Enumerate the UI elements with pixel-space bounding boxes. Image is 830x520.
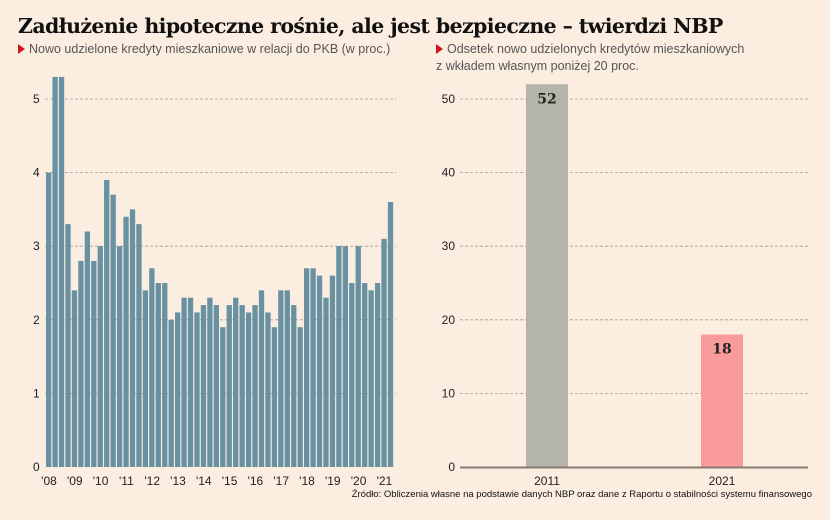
bar <box>200 305 207 467</box>
bar <box>220 327 226 467</box>
x-tick-label: '12 <box>144 474 160 488</box>
bar <box>46 172 52 467</box>
bar <box>291 305 297 467</box>
triangle-marker-icon <box>18 44 25 54</box>
bar-2011 <box>526 84 568 467</box>
bar <box>129 209 136 467</box>
right-chart-subtitle: Odsetek nowo udzielonych kredytów mieszk… <box>436 41 766 75</box>
bar <box>368 290 374 467</box>
bar <box>245 312 252 467</box>
bar <box>362 283 368 467</box>
bar <box>323 297 329 467</box>
bar <box>84 231 90 467</box>
y-tick-label: 4 <box>33 166 40 180</box>
source-note: Źródło: Obliczenia własne na podstawie d… <box>351 489 812 500</box>
data-label: 52 <box>537 91 556 107</box>
bar <box>149 268 155 467</box>
bar <box>387 202 394 468</box>
bar <box>207 297 213 467</box>
triangle-marker-icon <box>436 44 443 54</box>
x-tick-label: '10 <box>93 474 109 488</box>
y-tick-label: 20 <box>442 313 456 327</box>
bar <box>78 260 84 467</box>
x-tick-label: '09 <box>67 474 83 488</box>
bar <box>65 224 71 467</box>
x-tick-label: '08 <box>41 474 57 488</box>
bar <box>329 275 336 467</box>
bar <box>226 305 232 467</box>
bar <box>310 268 316 467</box>
y-tick-label: 5 <box>33 92 40 106</box>
right-chart: 0 10 20 30 40 50 52 2011 18 2021 <box>442 84 808 488</box>
bar <box>349 283 355 467</box>
bar <box>181 297 187 467</box>
bar <box>239 305 245 467</box>
bar <box>271 327 278 467</box>
bar <box>336 246 342 467</box>
bar <box>91 260 97 467</box>
y-tick-label: 3 <box>33 239 40 253</box>
bar <box>374 283 381 467</box>
y-tick-label: 10 <box>442 386 456 400</box>
bar <box>168 319 174 467</box>
bar <box>381 238 387 467</box>
bar <box>265 312 271 467</box>
bar <box>284 290 290 467</box>
left-chart-subtitle-text: Nowo udzielone kredyty mieszkaniowe w re… <box>29 42 391 56</box>
bar <box>342 246 348 467</box>
x-tick-label: '16 <box>248 474 264 488</box>
bar <box>175 312 181 467</box>
bar <box>71 290 78 467</box>
bar <box>355 246 361 467</box>
y-tick-label: 0 <box>33 460 40 474</box>
x-tick-label: '21 <box>377 474 393 488</box>
x-tick-label: '14 <box>196 474 212 488</box>
bar <box>155 283 161 467</box>
x-tick-label: '15 <box>222 474 238 488</box>
y-tick-label: 40 <box>442 166 456 180</box>
bar <box>123 216 129 467</box>
y-tick-label: 0 <box>448 460 455 474</box>
bar <box>194 312 200 467</box>
right-chart-subtitle-line2: z wkładem własnym poniżej 20 proc. <box>436 59 639 73</box>
left-chart: 0 1 2 3 4 5 '08 '09 '10 '11 '12 '13 '14 '15 '16 '17 '18 '… <box>33 76 396 488</box>
x-tick-label: '20 <box>351 474 367 488</box>
x-tick-label: '17 <box>273 474 289 488</box>
x-tick-label: '19 <box>325 474 341 488</box>
x-tick-label: '11 <box>119 474 134 488</box>
bar <box>142 290 149 467</box>
right-chart-subtitle-line1: Odsetek nowo udzielonych kredytów mieszk… <box>447 42 745 56</box>
chart-title: Zadłużenie hipoteczne rośnie, ale jest b… <box>18 14 723 38</box>
bar <box>110 194 116 467</box>
bar <box>97 246 103 467</box>
y-tick-label: 30 <box>442 239 456 253</box>
data-label: 18 <box>712 342 731 358</box>
y-tick-label: 50 <box>442 92 456 106</box>
x-tick-label: 2021 <box>709 474 736 488</box>
y-tick-label: 2 <box>33 313 40 327</box>
x-tick-label: '13 <box>170 474 186 488</box>
bar <box>116 246 123 467</box>
x-tick-label: '18 <box>299 474 315 488</box>
bar <box>213 305 219 467</box>
left-chart-subtitle: Nowo udzielone kredyty mieszkaniowe w re… <box>18 41 390 58</box>
x-tick-label: 2011 <box>534 474 560 488</box>
bar <box>233 297 239 467</box>
y-tick-label: 1 <box>33 386 40 400</box>
bar <box>52 76 58 468</box>
bar <box>278 290 284 467</box>
bar <box>162 283 168 467</box>
bar-2021 <box>701 334 743 467</box>
bar <box>316 275 323 467</box>
bar <box>187 297 194 467</box>
bar <box>136 224 142 467</box>
bar <box>104 179 110 467</box>
bar <box>297 327 303 467</box>
bar <box>58 76 65 468</box>
bar <box>304 268 310 467</box>
bar <box>252 305 258 467</box>
bar <box>258 290 265 467</box>
